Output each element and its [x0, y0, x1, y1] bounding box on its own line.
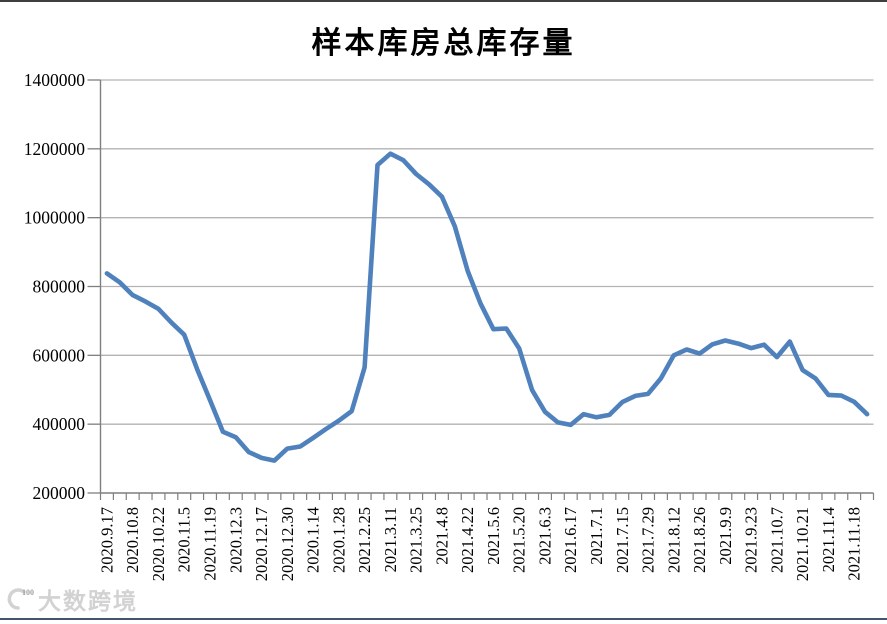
x-axis-label: 2021.7.29 — [639, 507, 658, 573]
x-axis-label: 2021.11.4 — [819, 507, 838, 572]
y-axis-labels: 200000 400000 600000 800000 1000000 1200000 14… — [24, 70, 86, 503]
inventory-line — [104, 151, 870, 463]
x-axis-labels: 2020.9.17 2020.10.8 2020.10.22 2020.11.5 202… — [97, 507, 863, 581]
y-axis-label: 200000 — [33, 483, 86, 503]
x-axis-label: 2020.1.28 — [329, 507, 348, 573]
x-axis-label: 2021.5.6 — [484, 507, 503, 565]
x-axis-label: 2020.12.30 — [278, 507, 297, 581]
x-axis-label: 2020.10.8 — [123, 507, 142, 573]
x-axis-label: 2020.1.14 — [304, 507, 323, 573]
x-axis-label: 2021.9.23 — [742, 507, 761, 573]
x-axis-label: 2021.8.12 — [664, 507, 683, 573]
x-axis-label: 2021.11.18 — [845, 507, 864, 581]
x-axis-label: 2021.10.21 — [793, 507, 812, 581]
gridlines — [100, 79, 874, 425]
x-axis-label: 2021.9.9 — [716, 507, 735, 565]
bottom-border — [0, 618, 887, 620]
x-axis-label: 2021.6.17 — [561, 507, 580, 573]
x-axis-label: 2021.8.26 — [690, 507, 709, 573]
x-axis-label: 2020.12.17 — [252, 507, 271, 581]
x-axis-label: 2021.7.1 — [587, 507, 606, 565]
x-axis-label: 2021.2.25 — [355, 507, 374, 573]
x-axis-label: 2020.10.22 — [149, 507, 168, 581]
x-axis-label: 2021.4.22 — [458, 507, 477, 573]
x-axis-label: 2021.6.3 — [535, 507, 554, 565]
chart-title: 样本库房总库存量 — [311, 27, 576, 60]
y-axis-label: 1000000 — [24, 208, 86, 228]
x-axis-label: 2021.3.25 — [407, 507, 426, 573]
series-line — [104, 151, 870, 463]
x-axis-label: 2021.3.11 — [381, 507, 400, 572]
y-axis-label: 600000 — [33, 345, 86, 365]
y-axis-label: 1200000 — [24, 139, 86, 159]
x-axis-label: 2021.4.8 — [432, 507, 451, 565]
tick-marks — [87, 79, 875, 500]
y-axis-label: 800000 — [33, 277, 86, 297]
y-axis-label: 400000 — [33, 414, 86, 434]
x-axis-label: 2020.9.17 — [97, 507, 116, 573]
x-axis-label: 2021.5.20 — [510, 507, 529, 573]
top-border — [0, 0, 887, 2]
x-axis-label: 2020.12.3 — [226, 507, 245, 573]
x-axis-label: 2020.11.5 — [175, 507, 194, 572]
x-axis-label: 2021.7.15 — [613, 507, 632, 573]
y-axis-label: 1400000 — [24, 70, 86, 90]
x-axis-label: 2020.11.19 — [201, 507, 220, 581]
x-axis-label: 2021.10.7 — [767, 507, 786, 573]
